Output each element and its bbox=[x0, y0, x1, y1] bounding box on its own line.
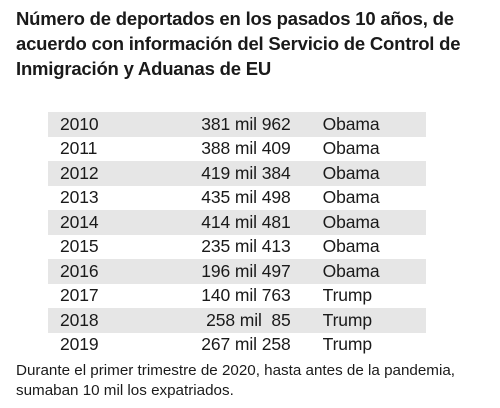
president-cell: Obama bbox=[322, 162, 380, 183]
deportations-cell: 381 mil 962 bbox=[201, 113, 291, 134]
table-row: 2013 435 mil 498 Obama bbox=[48, 186, 426, 211]
table-row: 2014 414 mil 481 Obama bbox=[48, 210, 426, 235]
deportations-cell: 419 mil 384 bbox=[201, 162, 291, 183]
deportations-cell: 414 mil 481 bbox=[201, 211, 291, 232]
president-cell: Trump bbox=[322, 285, 373, 306]
year-cell: 2010 bbox=[60, 113, 99, 134]
year-cell: 2015 bbox=[60, 236, 99, 257]
deportations-cell: 267 mil 258 bbox=[201, 334, 291, 355]
table-row: 2015 235 mil 413 Obama bbox=[48, 235, 426, 260]
year-cell: 2013 bbox=[60, 187, 99, 208]
table-row: 2011 388 mil 409 Obama bbox=[48, 137, 426, 162]
table-row: 2012 419 mil 384 Obama bbox=[48, 161, 426, 186]
deportations-cell: 140 mil 763 bbox=[201, 285, 291, 306]
table-row: 2019 267 mil 258 Trump bbox=[48, 333, 426, 358]
president-cell: Obama bbox=[322, 113, 380, 134]
year-cell: 2014 bbox=[60, 211, 99, 232]
president-cell: Obama bbox=[322, 260, 380, 281]
deportations-cell: 196 mil 497 bbox=[201, 260, 291, 281]
table-row: 2010 381 mil 962 Obama bbox=[48, 112, 426, 137]
president-cell: Trump bbox=[322, 334, 373, 355]
president-cell: Obama bbox=[322, 138, 380, 159]
table-row: 2017 140 mil 763 Trump bbox=[48, 284, 426, 309]
year-cell: 2012 bbox=[60, 162, 99, 183]
deportations-table: 2010 381 mil 962 Obama 2011 388 mil 409 … bbox=[48, 112, 426, 357]
president-cell: Obama bbox=[322, 236, 380, 257]
year-cell: 2016 bbox=[60, 260, 99, 281]
table-row: 2016 196 mil 497 Obama bbox=[48, 259, 426, 284]
year-cell: 2018 bbox=[60, 309, 99, 330]
president-cell: Obama bbox=[322, 211, 380, 232]
year-cell: 2011 bbox=[60, 138, 98, 159]
deportations-cell: 388 mil 409 bbox=[201, 138, 291, 159]
president-cell: Obama bbox=[322, 187, 380, 208]
deportations-cell: 435 mil 498 bbox=[201, 187, 291, 208]
page-title: Número de deportados en los pasados 10 a… bbox=[16, 8, 461, 79]
deportations-cell: 235 mil 413 bbox=[201, 236, 291, 257]
table-row: 2018 258 mil 85 Trump bbox=[48, 308, 426, 333]
year-cell: 2019 bbox=[60, 334, 99, 355]
president-cell: Trump bbox=[322, 309, 373, 330]
year-cell: 2017 bbox=[60, 285, 99, 306]
footnote: Durante el primer trimestre de 2020, has… bbox=[16, 362, 455, 399]
deportations-cell: 258 mil 85 bbox=[206, 309, 291, 330]
